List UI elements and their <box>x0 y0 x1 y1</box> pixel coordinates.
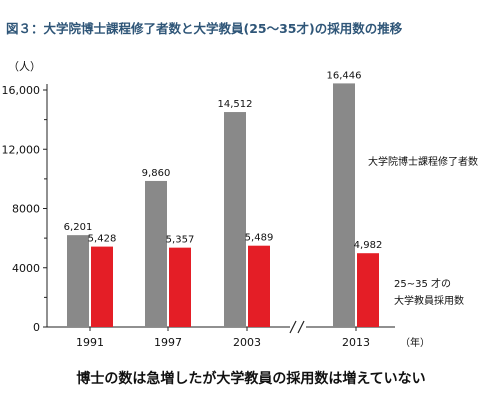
y-tick-label: 0 <box>33 321 40 334</box>
bar-value-label: 4,982 <box>354 240 383 251</box>
y-tick-label: 12,000 <box>2 143 41 156</box>
x-tick-label: 1991 <box>76 336 104 349</box>
bar-value-label: 5,357 <box>166 235 195 246</box>
bar-value-label: 5,489 <box>245 233 274 244</box>
series-label-faculty-line2: 大学教員採用数 <box>394 294 464 307</box>
figure-title: 図３：大学院博士課程修了者数と大学教員(25～35才)の採用数の推移 <box>6 21 403 36</box>
y-axis-unit-label: （人） <box>8 60 41 73</box>
series-label-doctorates: 大学院博士課程修了者数 <box>368 155 478 168</box>
bar-value-label: 6,201 <box>64 222 93 233</box>
bar-faculty-hires-1991 <box>91 246 113 327</box>
bar-doctorates-1991 <box>67 235 89 327</box>
bar-doctorates-1997 <box>145 180 167 327</box>
bar-value-label: 14,512 <box>218 99 253 110</box>
bar-faculty-hires-2013 <box>357 253 379 327</box>
chart-bars <box>67 83 379 328</box>
chart-axes: 0 4000 8000 12,000 16,000 （人） （年） <box>2 60 431 349</box>
y-tick-label: 16,000 <box>2 84 41 97</box>
bar-value-label: 5,428 <box>88 234 117 245</box>
series-label-faculty-line1: 25~35 才の <box>394 277 451 290</box>
y-tick-label: 4000 <box>12 262 40 275</box>
x-tick-label: 2013 <box>342 336 370 349</box>
x-axis-unit-label: （年） <box>400 336 430 349</box>
figure-caption: 博士の数は急増したが大学教員の採用数は増えていない <box>76 371 426 387</box>
bar-faculty-hires-2003 <box>248 245 270 327</box>
x-tick-label: 1997 <box>154 336 182 349</box>
axis-break-mark-1 <box>289 320 297 334</box>
x-tick-label: 2003 <box>233 336 261 349</box>
axis-break-mark-2 <box>297 320 305 334</box>
bar-faculty-hires-1997 <box>169 247 191 327</box>
bar-value-label: 16,446 <box>327 70 362 81</box>
bar-doctorates-2003 <box>224 112 246 327</box>
y-tick-label: 8000 <box>12 203 40 216</box>
bar-doctorates-2013 <box>333 83 355 328</box>
bar-value-label: 9,860 <box>142 168 171 179</box>
